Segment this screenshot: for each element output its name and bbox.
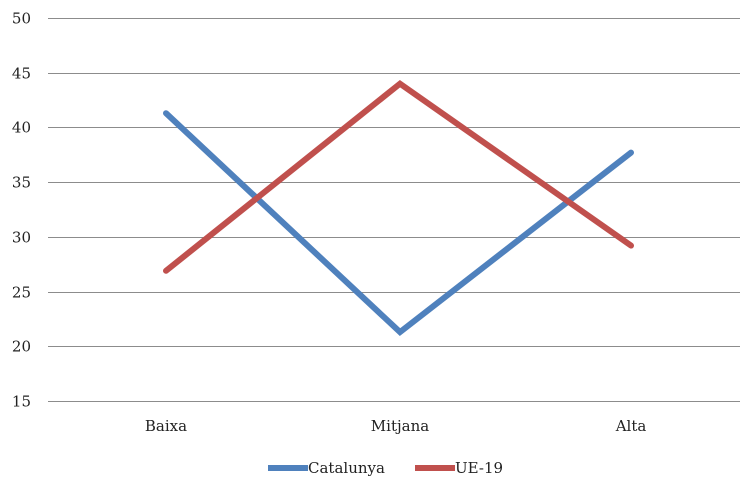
legend: Catalunya UE-19	[268, 459, 503, 477]
gridlines	[48, 18, 740, 402]
legend-label-catalunya: Catalunya	[308, 459, 385, 477]
y-tick-label: 15	[12, 393, 31, 411]
y-axis-ticks: 15 20 25 30 35 40 45 50	[12, 10, 31, 411]
x-tick-label: Mitjana	[371, 417, 429, 435]
y-tick-label: 45	[12, 65, 31, 83]
y-tick-label: 40	[12, 119, 31, 137]
y-tick-label: 50	[12, 10, 31, 28]
series-line-ue-19	[163, 79, 634, 274]
x-axis-ticks: Baixa Mitjana Alta	[145, 417, 646, 435]
series-line-catalunya	[163, 110, 634, 337]
y-tick-label: 35	[12, 174, 31, 192]
x-tick-label: Baixa	[145, 417, 187, 435]
x-tick-label: Alta	[615, 417, 647, 435]
legend-label-ue-19: UE-19	[455, 459, 503, 477]
series-lines	[163, 79, 634, 337]
y-tick-label: 30	[12, 229, 31, 247]
y-tick-label: 20	[12, 338, 31, 356]
y-tick-label: 25	[12, 284, 31, 302]
